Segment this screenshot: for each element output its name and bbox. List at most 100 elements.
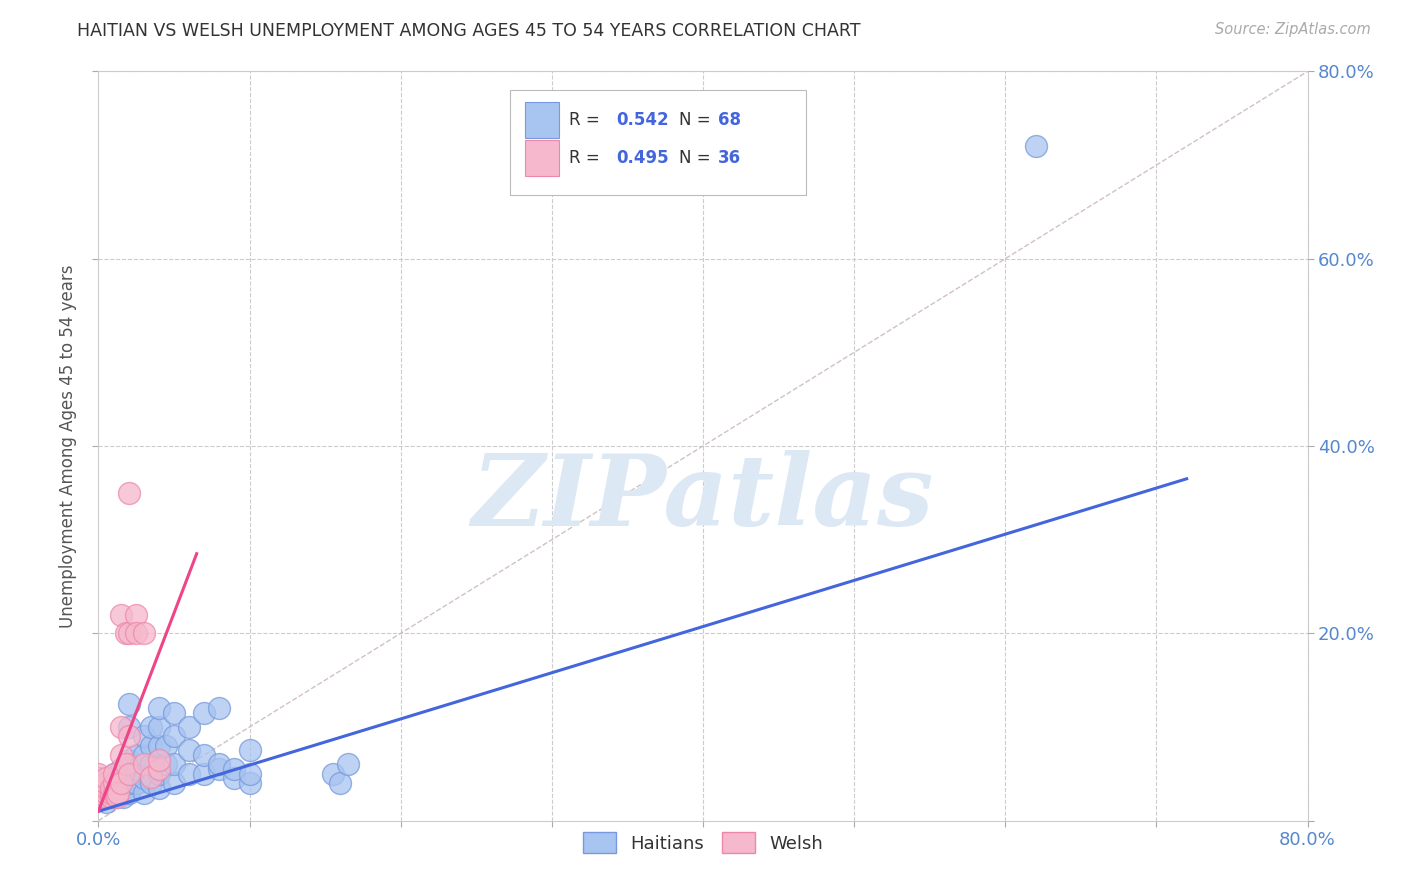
Point [141,757,163,772]
Point [105,790,128,805]
Point [110,747,132,762]
Point [118,720,141,734]
Point [87,780,110,795]
Y-axis label: Unemployment Among Ages 45 to 54 years: Unemployment Among Ages 45 to 54 years [59,264,77,628]
Point [163,776,186,790]
Point [132,626,155,640]
Point [103,767,125,781]
Point [105,786,128,800]
Point [239,776,262,790]
Point [118,753,141,767]
Legend: Haitians, Welsh: Haitians, Welsh [576,825,830,860]
Point [87,772,110,786]
Point [87,767,110,781]
Text: R =: R = [569,112,605,129]
Text: R =: R = [569,149,605,167]
Point [118,697,141,711]
Point [103,786,125,800]
FancyBboxPatch shape [509,90,806,195]
Point [132,757,155,772]
Point [110,607,132,622]
Point [103,780,125,795]
Point [87,776,110,790]
Point [94,776,117,790]
Point [100,790,122,805]
Point [94,776,117,790]
Point [224,772,246,786]
Point [103,786,125,800]
Point [118,776,141,790]
Point [155,739,177,753]
Text: 0.542: 0.542 [616,112,669,129]
Point [87,776,110,790]
Point [179,720,201,734]
Point [118,730,141,744]
Point [163,706,186,720]
Text: N =: N = [679,149,716,167]
Point [94,795,117,809]
Point [163,730,186,744]
Point [100,786,122,800]
FancyBboxPatch shape [526,102,560,138]
Point [110,762,132,776]
Point [224,762,246,776]
Text: 0.495: 0.495 [616,149,669,167]
Text: HAITIAN VS WELSH UNEMPLOYMENT AMONG AGES 45 TO 54 YEARS CORRELATION CHART: HAITIAN VS WELSH UNEMPLOYMENT AMONG AGES… [77,22,860,40]
Point [125,762,148,776]
Point [239,767,262,781]
Point [208,701,231,715]
Point [125,776,148,790]
Point [193,747,215,762]
Point [141,739,163,753]
Point [103,776,125,790]
Point [118,626,141,640]
Point [193,706,215,720]
Point [107,786,129,800]
Point [141,720,163,734]
Point [118,786,141,800]
Point [87,790,110,805]
Point [148,762,170,776]
Point [87,790,110,805]
Point [179,743,201,757]
Point [94,786,117,800]
Point [114,786,136,800]
Point [155,757,177,772]
Point [239,743,262,757]
Point [163,757,186,772]
Point [100,790,122,805]
Text: Source: ZipAtlas.com: Source: ZipAtlas.com [1215,22,1371,37]
Point [87,786,110,800]
Point [87,772,110,786]
Point [107,780,129,795]
Point [87,780,110,795]
Point [148,739,170,753]
Point [132,772,155,786]
Point [94,790,117,805]
Point [111,790,134,805]
Point [94,772,117,786]
Text: ZIPatlas: ZIPatlas [472,450,934,547]
FancyBboxPatch shape [526,139,560,176]
Point [132,786,155,800]
Text: 36: 36 [717,149,741,167]
Point [103,767,125,781]
Point [110,776,132,790]
Point [94,780,117,795]
Point [148,780,170,795]
Point [110,776,132,790]
Point [100,786,122,800]
Point [148,767,170,781]
Text: 68: 68 [717,112,741,129]
Point [148,753,170,767]
Point [208,762,231,776]
Point [208,757,231,772]
Point [336,757,359,772]
Point [193,767,215,781]
Point [148,701,170,715]
Point [110,720,132,734]
Point [118,767,141,781]
Point [322,767,344,781]
Point [100,780,122,795]
Point [125,626,148,640]
